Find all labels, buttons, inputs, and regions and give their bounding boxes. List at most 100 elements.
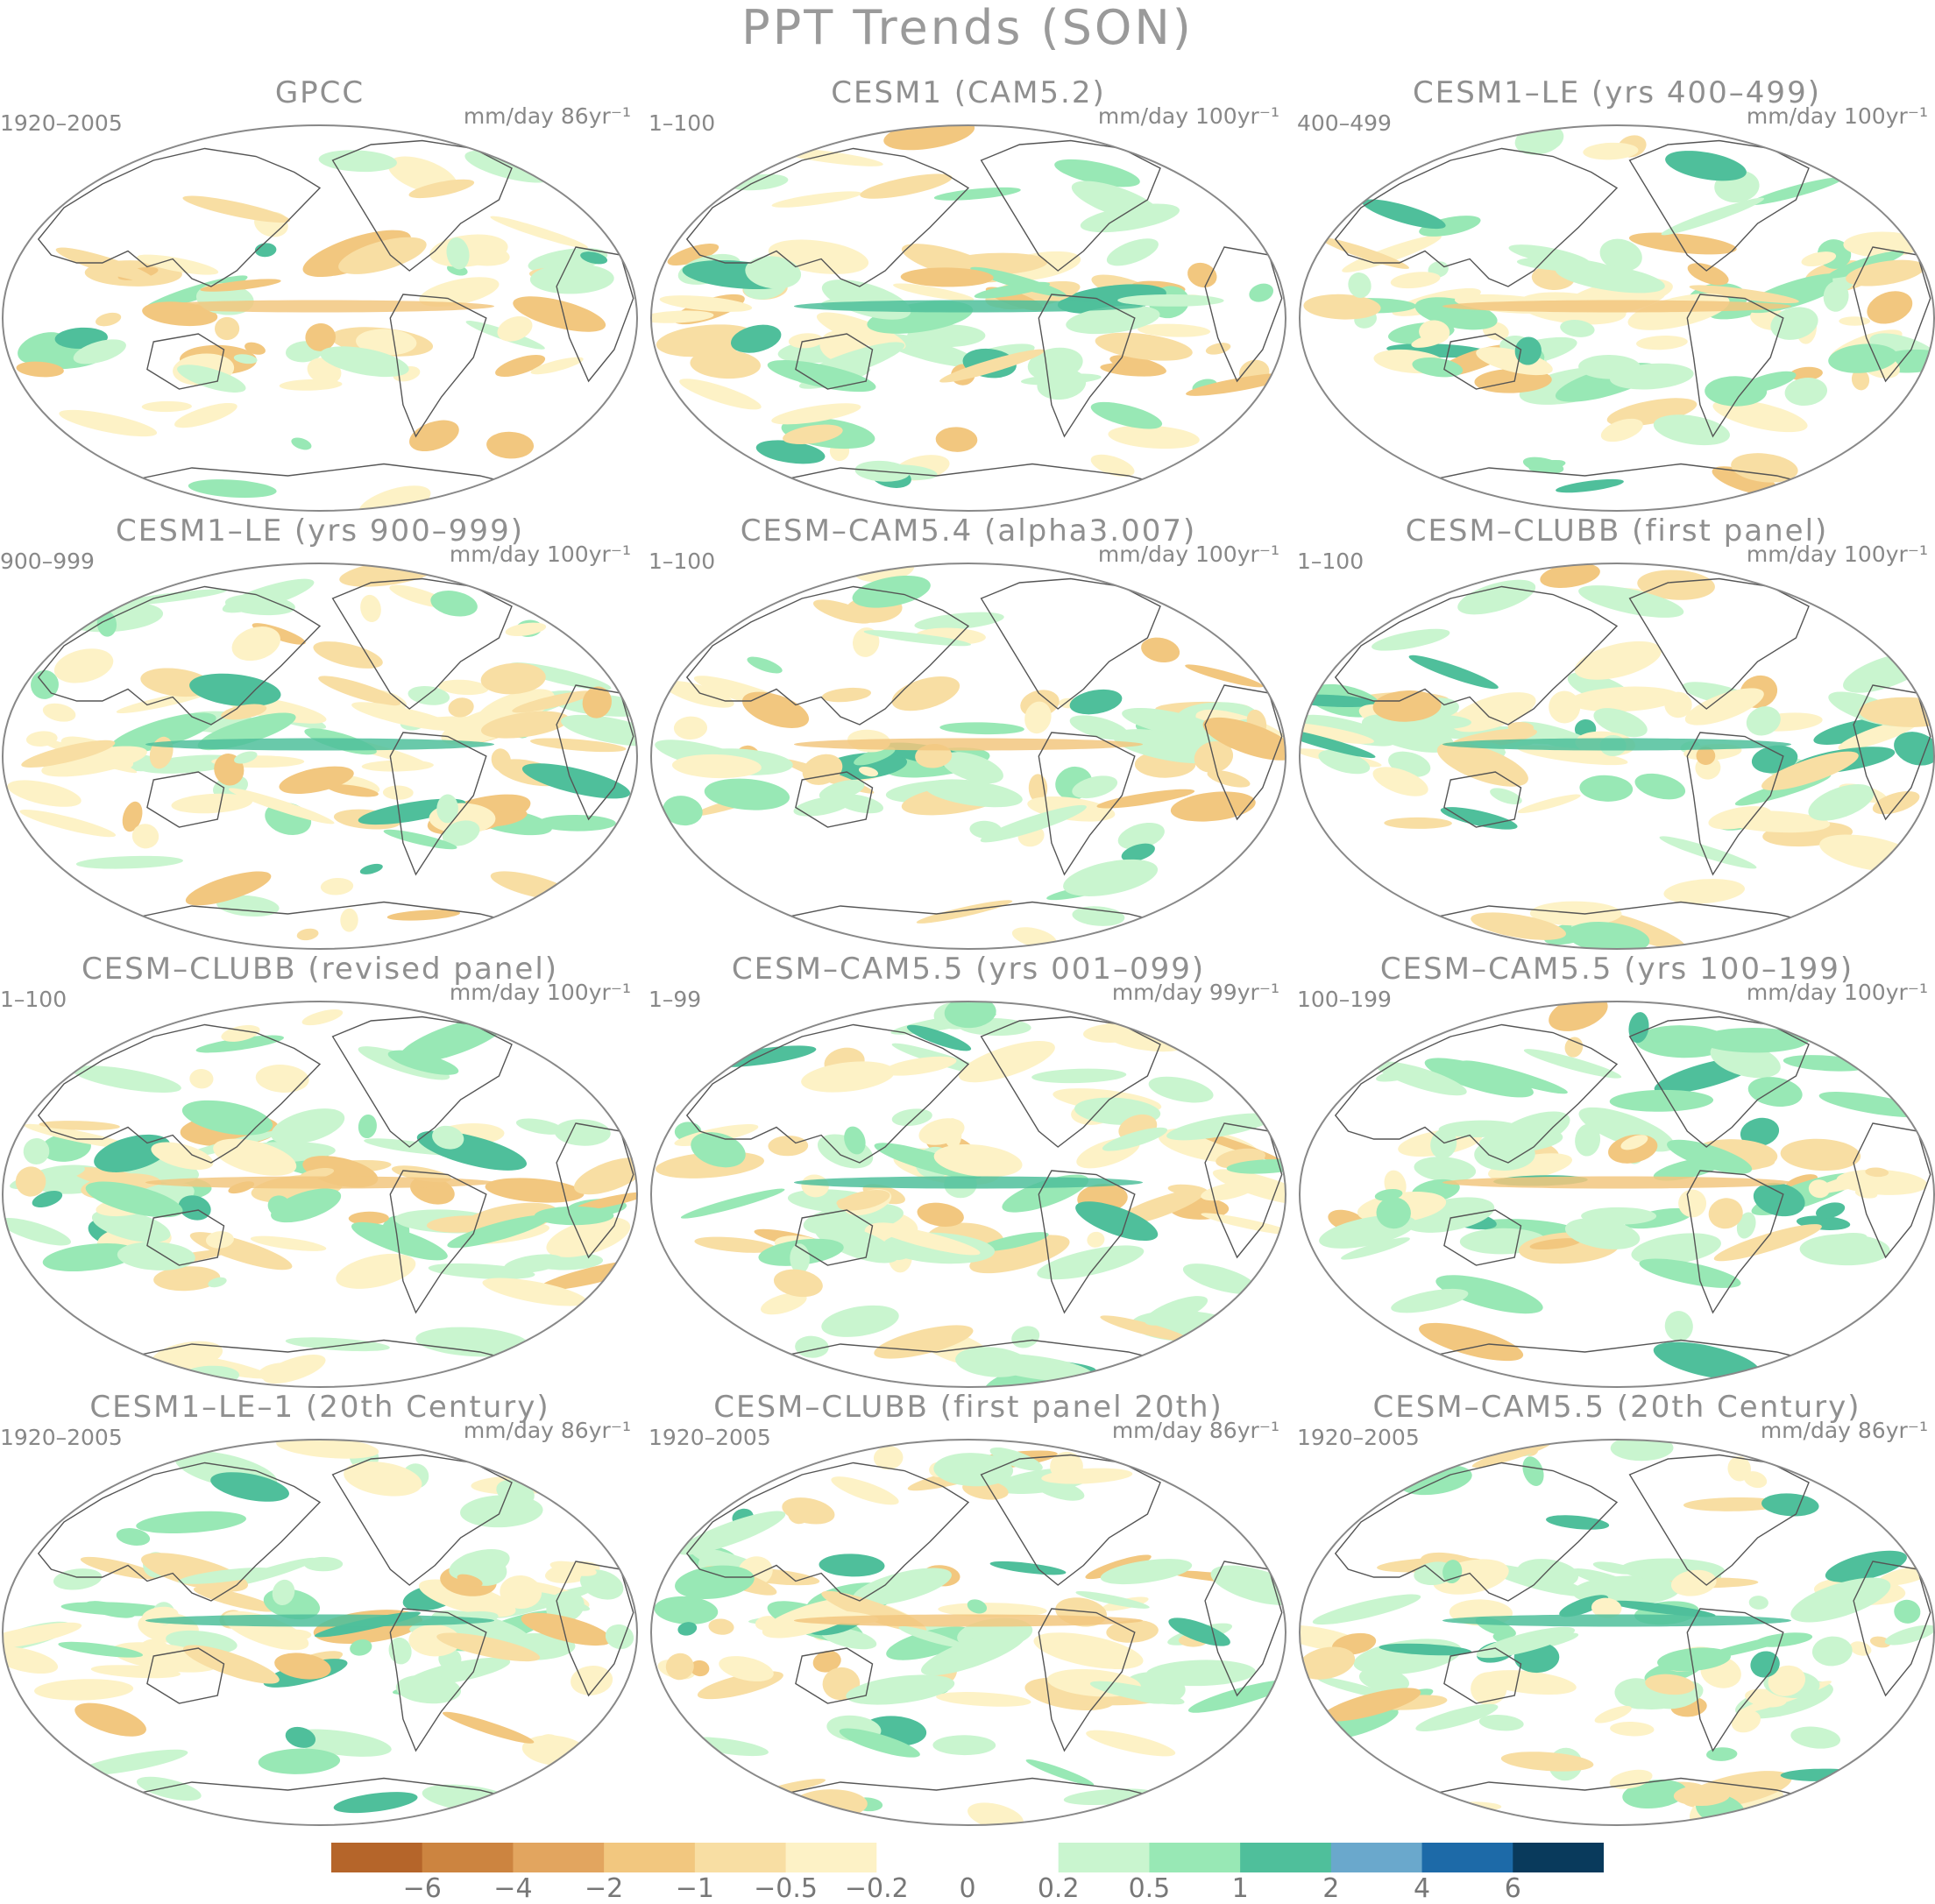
map-frame (1299, 563, 1935, 950)
world-map (650, 124, 1286, 512)
map-frame (1299, 1439, 1935, 1826)
colorbar-tick-label: −0.5 (754, 1873, 818, 1904)
colorbar-swatch (968, 1843, 1060, 1872)
coastline (146, 333, 225, 390)
coastline (1628, 1016, 1810, 1148)
world-map (2, 124, 638, 512)
coastline (1038, 294, 1136, 438)
coastline (1038, 732, 1136, 876)
coastline (980, 577, 1161, 710)
panel-title: CESM1–LE (yrs 400–499) (1413, 75, 1821, 110)
coastline (331, 577, 513, 710)
map-panel: CESM1–LE–1 (20th Century) 1920–2005 mm/day… (0, 1390, 640, 1830)
panel-title: CESM1 (CAM5.2) (831, 75, 1106, 110)
coastline (1628, 1454, 1810, 1586)
coastline (1686, 1170, 1784, 1314)
coastline (115, 463, 544, 492)
world-map (650, 1439, 1286, 1826)
panel-units: mm/day 100yr⁻¹ (1746, 541, 1928, 567)
colorbar-tick-label: 0.5 (1128, 1873, 1171, 1904)
coastline (795, 333, 874, 390)
coastline (685, 1023, 970, 1164)
colorbar-tick-label: −1 (675, 1873, 714, 1904)
colorbar-swatch (876, 1843, 968, 1872)
panel-units: mm/day 100yr⁻¹ (1097, 541, 1279, 567)
trend-field (655, 563, 1286, 948)
trend-field (654, 1446, 1286, 1825)
world-map (2, 563, 638, 950)
coastline (1443, 333, 1522, 390)
coastline (763, 1777, 1193, 1807)
world-map (1299, 124, 1935, 512)
coastline (980, 1454, 1161, 1586)
panel-years: 1920–2005 (649, 1425, 771, 1450)
coastline (1412, 901, 1841, 931)
colorbar-swatch (422, 1843, 514, 1872)
coastline (1686, 1608, 1784, 1752)
colorbar-swatch (513, 1843, 605, 1872)
map-frame (1299, 1001, 1935, 1388)
map-frame (1299, 124, 1935, 512)
map-panel: CESM–CLUBB (first panel) 1–100 mm/day 100y… (1297, 513, 1935, 953)
colorbar-swatch (1330, 1843, 1423, 1872)
colorbar-swatch (1240, 1843, 1332, 1872)
coastline (1628, 577, 1810, 710)
panel-title: CESM–CAM5.4 (alpha3.007) (740, 513, 1197, 549)
coastline (1038, 1170, 1136, 1314)
world-map (650, 563, 1286, 950)
panel-units: mm/day 99yr⁻¹ (1111, 980, 1279, 1005)
panel-units: mm/day 100yr⁻¹ (1746, 103, 1928, 129)
panel-years: 1–100 (0, 987, 67, 1012)
coastline (763, 1339, 1193, 1369)
colorbar-tick-label: −2 (585, 1873, 624, 1904)
map-panel: CESM–CAM5.4 (alpha3.007) 1–100 mm/day 100y… (649, 513, 1288, 953)
coastline (1412, 463, 1841, 492)
colorbar-swatch (1421, 1843, 1513, 1872)
panel-title: CESM–CAM5.5 (yrs 001–099) (731, 952, 1206, 987)
colorbar-swatch (331, 1843, 423, 1872)
panel-title: CESM–CAM5.5 (yrs 100–199) (1379, 952, 1854, 987)
panel-units: mm/day 100yr⁻¹ (1746, 980, 1928, 1005)
map-panel: CESM–CAM5.5 (yrs 001–099) 1–99 mm/day 99yr… (649, 952, 1288, 1391)
world-map (1299, 1439, 1935, 1826)
panel-years: 1–99 (649, 987, 702, 1012)
panel-years: 1–100 (649, 549, 716, 574)
colorbar-tick-label: 0 (959, 1873, 976, 1904)
trend-field (1303, 125, 1934, 496)
coastline (795, 1647, 874, 1704)
map-frame (2, 1001, 638, 1388)
coastline (1334, 147, 1619, 287)
panel-units: mm/day 86yr⁻¹ (1111, 1418, 1279, 1443)
colorbar-swatch (694, 1843, 787, 1872)
coastline (1628, 139, 1810, 272)
panel-years: 100–199 (1297, 987, 1392, 1012)
panel-years: 1920–2005 (0, 110, 123, 136)
colorbar-tick-label: 4 (1414, 1873, 1431, 1904)
panel-units: mm/day 100yr⁻¹ (1097, 103, 1279, 129)
coastline (146, 771, 225, 828)
panel-units: mm/day 86yr⁻¹ (463, 1418, 631, 1443)
coastline (37, 1462, 322, 1602)
map-panel: CESM1 (CAM5.2) 1–100 mm/day 100yr⁻¹ (649, 75, 1288, 515)
coastline (115, 901, 544, 931)
coastline (1686, 294, 1784, 438)
coastline (1334, 1023, 1619, 1164)
coastline (1412, 1777, 1841, 1807)
coastline (795, 1209, 874, 1266)
panel-units: mm/day 100yr⁻¹ (449, 541, 631, 567)
coastline (389, 1170, 487, 1314)
coastline (389, 294, 487, 438)
world-map (2, 1001, 638, 1388)
trend-field (16, 150, 614, 511)
coastline (389, 732, 487, 876)
panel-years: 1–100 (1297, 549, 1364, 574)
coastline (1443, 771, 1522, 828)
colorbar-tick-label: −0.2 (844, 1873, 909, 1904)
panel-title: CESM–CLUBB (first panel 20th) (713, 1390, 1223, 1425)
coastline (1443, 1209, 1522, 1266)
panel-years: 1920–2005 (0, 1425, 123, 1450)
coastline (980, 139, 1161, 272)
world-map (650, 1001, 1286, 1388)
map-frame (2, 1439, 638, 1826)
coastline (146, 1647, 225, 1704)
